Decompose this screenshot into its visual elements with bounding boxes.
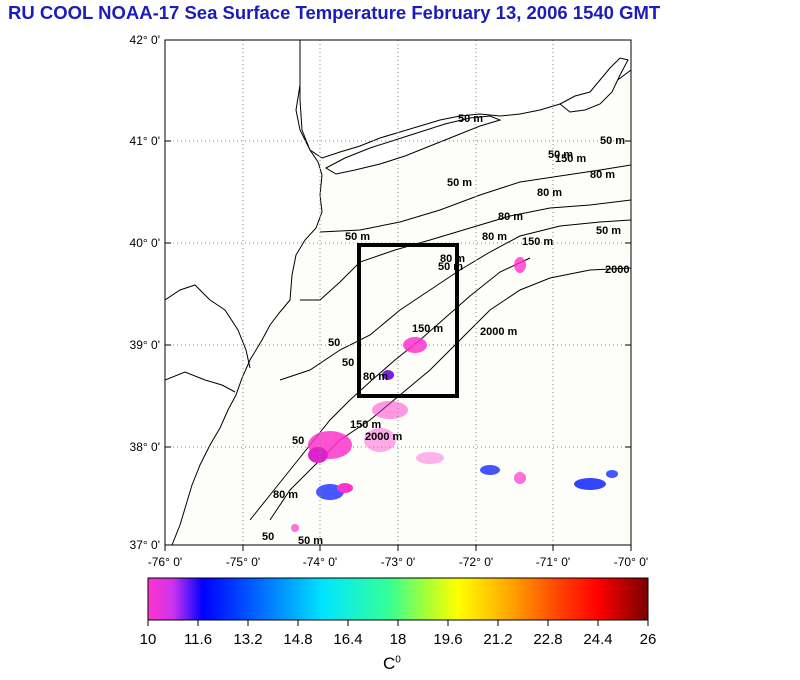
colorbar-tick-label: 11.6 — [184, 631, 212, 648]
contour-label: 50 — [328, 337, 340, 349]
contour-label: 150 m — [412, 323, 443, 335]
colorbar-tick-label: 22.8 — [533, 631, 562, 648]
lon-label-76: -76° 0' — [148, 555, 182, 569]
contour-label: 50 m — [298, 535, 323, 547]
lat-label-40: 40° 0' — [130, 236, 160, 250]
lat-label-41: 41° 0' — [130, 134, 160, 148]
colorbar-tick-label: 13.2 — [233, 631, 262, 648]
lat-label-38: 38° 0' — [130, 440, 160, 454]
contour-label: 2000 m — [480, 326, 518, 338]
lon-label-75: -75° 0' — [226, 555, 260, 569]
contour-label: 50 m — [447, 177, 472, 189]
contour-2000m — [269, 267, 631, 521]
lon-label-70: -70° 0' — [614, 555, 648, 569]
contour-150m — [279, 219, 631, 381]
lat-label-42: 42° 0' — [130, 33, 160, 47]
contour-inner — [249, 257, 531, 521]
contour-label: 80 m — [363, 371, 388, 383]
contour-label: 80 m — [482, 231, 507, 243]
cape-cod — [559, 57, 629, 113]
contour-label: 80 m — [590, 169, 615, 181]
contour-label: 80 m — [498, 211, 523, 223]
colorbar-ticks — [147, 620, 649, 626]
graticule — [165, 40, 631, 545]
contour-50m — [319, 164, 631, 233]
lon-label-73: -73° 0' — [381, 555, 415, 569]
colorbar-unit: C0 — [383, 654, 401, 674]
colorbar — [147, 577, 649, 621]
lon-label-71: -71° 0' — [536, 555, 570, 569]
colorbar-tick-label: 26 — [640, 631, 657, 648]
contour-label: 50 — [292, 435, 304, 447]
contour-label: 50 — [342, 357, 354, 369]
colorbar-tick-label: 18 — [390, 631, 407, 648]
unit-superscript: 0 — [395, 654, 401, 666]
unit-letter: C — [383, 654, 396, 673]
lat-label-39: 39° 0' — [130, 338, 160, 352]
colorbar-tick-label: 16.4 — [333, 631, 362, 648]
lat-label-37: 37° 0' — [130, 538, 160, 552]
contour-label: 50 m — [600, 135, 625, 147]
lon-label-72: -72° 0' — [459, 555, 493, 569]
contour-label: 80 m — [537, 187, 562, 199]
contour-label: 150 m — [555, 153, 586, 165]
contour-80m — [300, 199, 631, 301]
study-area-box — [357, 243, 459, 398]
colorbar-tick-label: 14.8 — [283, 631, 312, 648]
contour-label: 2000 — [605, 264, 629, 276]
contour-label: 2000 m — [365, 431, 403, 443]
contour-label: 50 m — [345, 231, 370, 243]
contour-label: 80 m — [440, 253, 465, 265]
colorbar-tick-label: 10 — [140, 631, 157, 648]
contour-label: 50 m — [548, 149, 573, 161]
colorbar-tick-label: 19.6 — [433, 631, 462, 648]
sst-pixels — [291, 257, 618, 532]
lon-label-74: -74° 0' — [303, 555, 337, 569]
contour-label: 150 m — [522, 236, 553, 248]
long-island — [324, 115, 502, 175]
map-title: RU COOL NOAA-17 Sea Surface Temperature … — [8, 2, 661, 23]
contour-label: 50 m — [596, 225, 621, 237]
contour-label: 150 m — [350, 419, 381, 431]
contour-label: 80 m — [273, 489, 298, 501]
contour-label: 50 m — [458, 113, 483, 125]
colorbar-tick-label: 24.4 — [583, 631, 612, 648]
contour-label: 50 — [262, 531, 274, 543]
colorbar-tick-label: 21.2 — [483, 631, 512, 648]
